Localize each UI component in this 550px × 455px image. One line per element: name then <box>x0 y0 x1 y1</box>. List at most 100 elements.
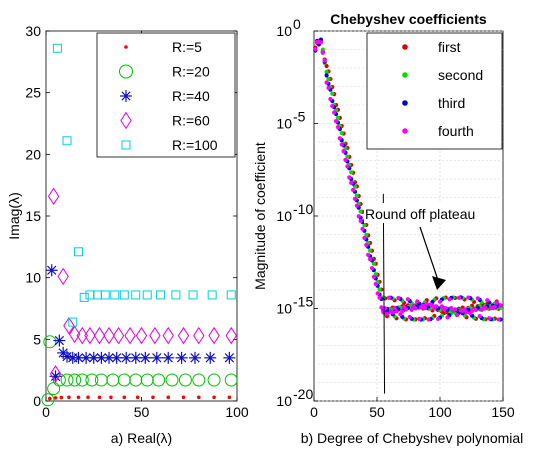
data-point <box>204 351 217 364</box>
y-tick-label: 10 <box>276 301 292 317</box>
coefficient-point <box>358 218 363 224</box>
asterisk-stroke <box>104 353 114 363</box>
coefficient-point <box>330 91 335 96</box>
coefficient-point <box>473 307 479 312</box>
data-point <box>139 351 152 364</box>
coefficient-point <box>415 299 420 304</box>
coefficient-point <box>358 209 363 214</box>
coefficient-point <box>400 309 405 314</box>
legend-marker <box>402 128 408 134</box>
data-point <box>45 264 58 277</box>
data-point <box>48 396 52 401</box>
data-point <box>149 326 161 345</box>
data-point <box>47 187 60 205</box>
coefficient-point <box>434 304 439 309</box>
coefficient-point <box>326 76 331 82</box>
data-point <box>140 373 154 387</box>
coefficient-point <box>384 311 390 316</box>
series-R:=100 <box>52 43 236 327</box>
asterisk-stroke <box>73 353 84 363</box>
data-point <box>175 351 188 364</box>
data-point <box>120 111 132 130</box>
data-point <box>188 351 201 364</box>
data-point <box>152 373 166 387</box>
data-point <box>162 351 175 364</box>
coefficient-point <box>445 315 450 320</box>
data-point <box>79 292 89 302</box>
x-tick-label: 100 <box>225 404 249 420</box>
data-point <box>73 247 83 257</box>
data-point <box>53 396 58 400</box>
data-point <box>75 373 89 387</box>
coefficient-point <box>466 295 471 300</box>
data-point <box>85 373 99 387</box>
data-point <box>41 393 55 407</box>
coefficient-point <box>324 73 329 78</box>
data-point <box>226 290 236 300</box>
data-point <box>120 90 132 102</box>
coefficient-point <box>350 187 356 193</box>
coefficient-point <box>362 223 367 228</box>
coefficient-point <box>426 317 431 322</box>
legend-label: R:=5 <box>172 39 202 55</box>
x-tick-label: 50 <box>134 404 150 420</box>
coefficient-point <box>447 297 452 302</box>
coefficient-point <box>492 304 497 310</box>
asterisk-stroke <box>176 353 187 363</box>
data-point <box>119 64 133 79</box>
coefficient-point <box>477 314 482 319</box>
data-point <box>192 373 206 387</box>
data-point <box>52 43 62 53</box>
data-point <box>193 326 205 345</box>
asterisk-stroke <box>47 265 57 275</box>
coefficient-point <box>407 314 412 320</box>
coefficient-point <box>339 142 344 147</box>
y-tick-exponent: -10 <box>293 201 313 217</box>
data-point <box>142 290 152 300</box>
x-tick-label: 100 <box>428 404 452 420</box>
data-point <box>171 290 181 300</box>
data-point <box>156 290 166 300</box>
data-point <box>122 395 127 400</box>
coefficient-point <box>475 296 480 301</box>
data-point <box>63 317 75 335</box>
data-point <box>131 290 141 300</box>
data-point <box>97 395 102 400</box>
coefficient-point <box>443 306 448 311</box>
coefficient-point <box>364 242 369 247</box>
coefficient-point <box>379 305 384 310</box>
coefficient-point <box>326 85 331 91</box>
legend-label: R:=40 <box>172 88 210 104</box>
coefficient-point <box>366 252 371 257</box>
coefficient-point <box>464 310 469 315</box>
coefficient-point <box>498 303 503 308</box>
x-axis-label: b) Degree of Chebyshev polynomial <box>301 430 524 446</box>
coefficient-point <box>483 305 488 311</box>
chart-title: Chebyshev coefficients <box>330 11 487 27</box>
annotation-text: Round off plateau <box>365 206 475 222</box>
y-tick-label: 0 <box>33 393 41 409</box>
coefficient-point <box>320 50 325 55</box>
coefficient-point <box>377 287 382 292</box>
coefficient-point <box>352 196 358 201</box>
data-point <box>117 373 131 387</box>
legend-marker <box>402 72 408 78</box>
asterisk-stroke <box>121 91 131 101</box>
asterisk-stroke <box>190 353 200 363</box>
coefficient-point <box>328 96 333 102</box>
legend-label: R:=60 <box>172 113 210 129</box>
coefficient-point <box>349 180 354 185</box>
coefficient-point <box>332 110 337 115</box>
data-point <box>181 395 186 400</box>
coefficient-point <box>349 170 354 175</box>
coefficient-point <box>324 80 329 85</box>
data-point <box>112 326 125 345</box>
asterisk-stroke <box>62 351 72 362</box>
coefficient-point <box>437 299 443 304</box>
coefficient-point <box>324 63 329 69</box>
data-point <box>208 326 220 345</box>
data-point <box>165 373 179 387</box>
data-point <box>119 290 129 300</box>
coefficient-point <box>343 157 348 162</box>
y-tick-label: 5 <box>33 331 41 347</box>
